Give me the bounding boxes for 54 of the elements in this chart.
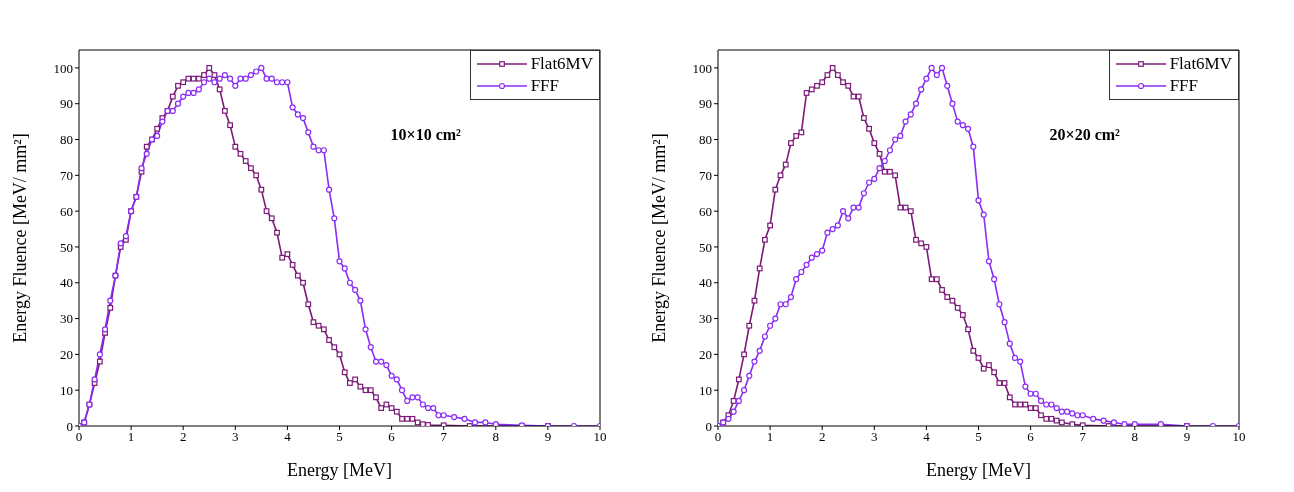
- annotation: 10×10 cm²: [390, 126, 461, 144]
- x-tick-label: 7: [1079, 429, 1087, 445]
- x-tick-label: 5: [975, 429, 982, 445]
- x-tick-label: 3: [871, 429, 878, 445]
- y-tick-label: 60: [699, 203, 712, 219]
- x-tick-label: 7: [440, 429, 448, 445]
- y-tick-label: 10: [699, 382, 712, 398]
- y-tick-label: 30: [699, 311, 712, 327]
- x-tick-label: 0: [75, 429, 83, 445]
- y-tick-label: 90: [60, 96, 73, 112]
- x-tick-label: 3: [232, 429, 239, 445]
- x-tick-label: 10: [1232, 429, 1246, 445]
- y-tick-label: 70: [699, 167, 712, 183]
- x-tick-label: 9: [544, 429, 552, 445]
- y-tick-label: 90: [699, 96, 712, 112]
- x-tick-label: 1: [766, 429, 774, 445]
- y-tick-label: 40: [699, 275, 712, 291]
- y-tick-label: 70: [60, 167, 73, 183]
- y-tick-label: 40: [60, 275, 73, 291]
- x-axis-title: Energy [MeV]: [286, 460, 393, 480]
- x-tick-label: 8: [492, 429, 500, 445]
- y-tick-label: 100: [692, 60, 712, 76]
- x-tick-label: 0: [714, 429, 722, 445]
- y-tick-label: 100: [53, 60, 73, 76]
- y-axis-title: Energy Fluence [MeV/ mm²]: [10, 133, 31, 343]
- x-tick-label: 4: [923, 429, 931, 445]
- x-tick-label: 6: [1027, 429, 1035, 445]
- x-tick-label: 1: [127, 429, 135, 445]
- y-tick-label: 20: [699, 347, 712, 362]
- x-tick-label: 5: [336, 429, 343, 445]
- x-tick-label: 6: [388, 429, 396, 445]
- y-tick-label: 60: [60, 203, 73, 219]
- x-tick-label: 2: [179, 429, 187, 445]
- y-tick-label: 30: [60, 311, 73, 327]
- x-tick-label: 9: [1183, 429, 1191, 445]
- y-axis-title: Energy Fluence [MeV/ mm²]: [649, 133, 670, 343]
- x-tick-label: 10: [593, 429, 607, 445]
- legend-label: Flat6MV: [530, 53, 593, 75]
- y-tick-label: 80: [60, 132, 73, 148]
- x-tick-label: 8: [1131, 429, 1139, 445]
- y-tick-label: 50: [699, 239, 712, 255]
- y-tick-label: 50: [60, 239, 73, 255]
- legend-label: FFF: [1169, 75, 1199, 97]
- y-tick-label: 10: [60, 382, 73, 398]
- y-tick-label: 0: [705, 418, 712, 434]
- legend-label: FFF: [530, 75, 560, 97]
- x-axis-title: Energy [MeV]: [925, 460, 1032, 480]
- x-tick-label: 2: [818, 429, 826, 445]
- y-tick-label: 0: [66, 418, 73, 434]
- x-tick-label: 4: [284, 429, 292, 445]
- y-tick-label: 20: [60, 347, 73, 362]
- legend-label: Flat6MV: [1169, 53, 1232, 75]
- annotation: 20×20 cm²: [1049, 126, 1120, 144]
- y-tick-label: 80: [699, 132, 712, 148]
